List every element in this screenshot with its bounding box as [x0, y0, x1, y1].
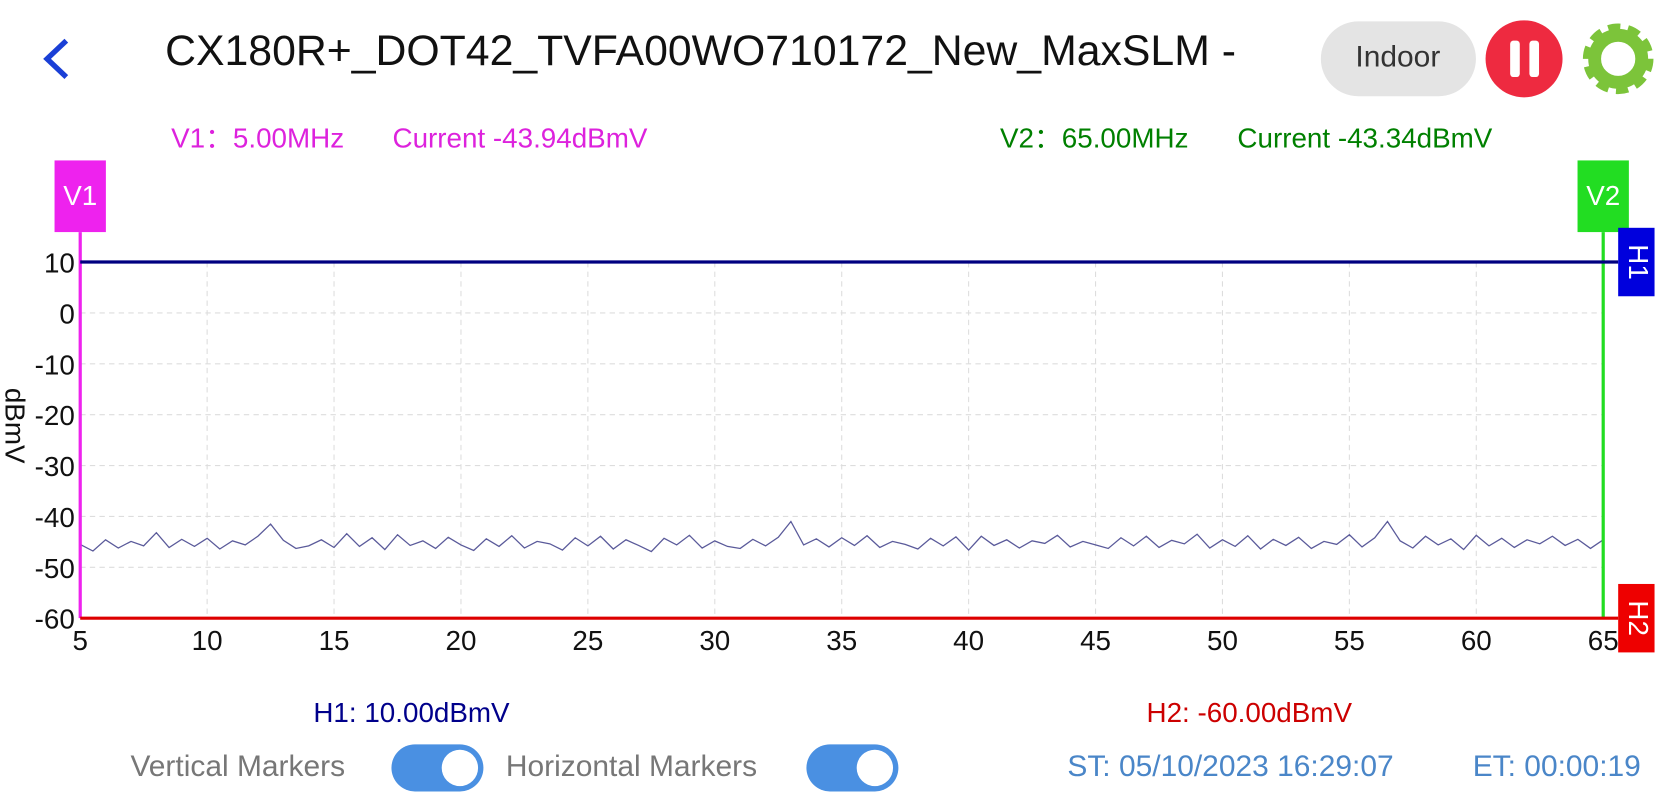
toggle-label: Vertical Markers [130, 750, 345, 783]
title: CX180R+_DOT42_TVFA00WO710172_New_MaxSLM … [165, 27, 1236, 75]
marker-flag[interactable] [1618, 583, 1655, 653]
mode-label: Indoor [1355, 41, 1440, 74]
x-tick-label: 35 [826, 625, 857, 656]
marker-flag[interactable] [54, 160, 106, 233]
marker-flag[interactable] [1577, 160, 1629, 233]
gear-body [1588, 28, 1649, 89]
h2-readout: H2: -60.00dBmV [1147, 697, 1353, 728]
pause-bar [1510, 40, 1520, 78]
x-tick-label: 25 [572, 625, 603, 656]
x-tick-label: 60 [1461, 625, 1492, 656]
back-button[interactable] [43, 38, 69, 79]
elapsed-time: ET: 00:00:19 [1473, 750, 1641, 783]
y-tick-label: -50 [35, 553, 75, 584]
marker-flag-label: H1 [1623, 244, 1654, 280]
toggle-knob [856, 749, 894, 787]
v1-readout: V1：5.00MHz [171, 122, 344, 153]
x-tick-label: 40 [953, 625, 984, 656]
x-tick-label: 45 [1080, 625, 1111, 656]
toggle-knob [441, 749, 479, 787]
y-tick-label: -40 [35, 502, 75, 533]
x-tick-label: 5 [72, 625, 87, 656]
y-tick-label: -60 [35, 604, 75, 635]
y-axis-label: dBmV [0, 388, 30, 464]
v2-readout: V2：65.00MHz [1000, 122, 1188, 153]
start-time: ST: 05/10/2023 16:29:07 [1067, 750, 1393, 783]
x-tick-label: 50 [1207, 625, 1238, 656]
pause-bar [1529, 40, 1540, 78]
h1-readout: H1: 10.00dBmV [313, 697, 510, 728]
toggle-label: Horizontal Markers [506, 750, 757, 783]
v1-current: Current -43.94dBmV [393, 122, 648, 153]
x-tick-label: 20 [446, 625, 477, 656]
x-tick-label: 65 [1588, 625, 1619, 656]
pause-circle [1485, 20, 1563, 98]
x-tick-label: 10 [192, 625, 223, 656]
y-tick-label: -10 [35, 349, 75, 380]
x-tick-label: 15 [319, 625, 350, 656]
v2-current: Current -43.34dBmV [1237, 122, 1492, 153]
trace [79, 520, 1604, 553]
y-tick-label: -20 [35, 400, 75, 431]
x-tick-label: 55 [1334, 625, 1365, 656]
y-tick-label: 10 [44, 248, 75, 279]
marker-flag-label: H2 [1623, 600, 1654, 636]
marker-flag-label: V2 [1586, 180, 1620, 211]
x-tick-label: 30 [699, 625, 730, 656]
y-tick-label: 0 [59, 298, 74, 329]
pause-button[interactable] [1485, 20, 1563, 98]
marker-flag[interactable] [1618, 227, 1655, 297]
marker-flag-label: V1 [63, 180, 97, 211]
settings-button[interactable] [1582, 23, 1654, 95]
mode-button[interactable] [1320, 21, 1476, 97]
y-tick-label: -30 [35, 451, 75, 482]
